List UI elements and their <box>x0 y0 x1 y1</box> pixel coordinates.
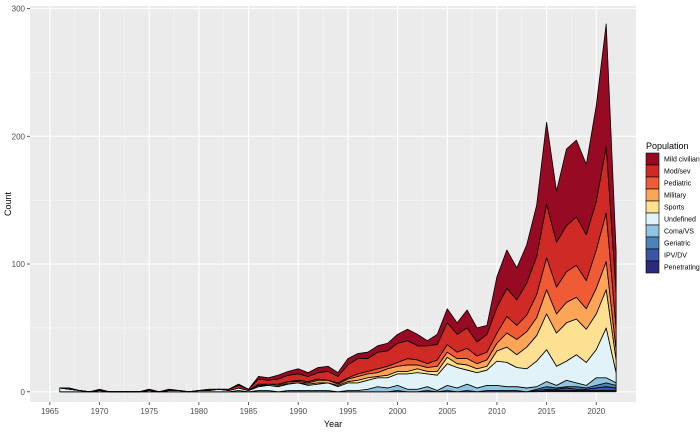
legend-key-penetrating <box>645 260 660 274</box>
y-tick-label: 300 <box>12 5 26 14</box>
legend-label-mod-sev: Mod/sev <box>664 169 691 176</box>
x-tick-label: 2015 <box>538 407 556 416</box>
x-tick-label: 1985 <box>240 407 258 416</box>
legend: Population Mild civilian Mod/sev Pediatric… <box>645 141 700 274</box>
legend-label-penetrating: Penetrating <box>664 265 700 272</box>
legend-label-mild-civilian: Mild civilian <box>664 157 700 164</box>
legend-label-coma-vs: Coma/VS <box>664 229 694 236</box>
legend-key-coma-vs <box>645 224 660 238</box>
y-axis: 0 100 200 300 <box>12 5 30 397</box>
x-tick-label: 2000 <box>389 407 407 416</box>
x-tick-label: 1990 <box>289 407 307 416</box>
legend-key-sports <box>645 200 660 214</box>
legend-key-pediatric <box>645 176 660 190</box>
area-series-group <box>59 23 617 393</box>
x-tick-label: 2010 <box>488 407 506 416</box>
x-axis-title: Year <box>324 419 342 429</box>
legend-key-mod-sev <box>645 164 660 178</box>
x-tick-label: 1995 <box>339 407 357 416</box>
x-axis: 1965 1970 1975 1980 1985 1990 1995 2000 2005 2010… <box>41 402 606 416</box>
area-series-mild-civilian <box>59 23 617 393</box>
x-tick-label: 1980 <box>190 407 208 416</box>
y-tick-label: 100 <box>12 260 26 269</box>
x-tick-label: 1965 <box>41 407 59 416</box>
legend-key-mild-civilian <box>645 152 660 166</box>
legend-key-undefined <box>645 212 660 226</box>
x-tick-label: 2020 <box>587 407 605 416</box>
legend-label-undefined: Undefined <box>664 217 696 224</box>
y-axis-title: Count <box>3 192 13 217</box>
x-tick-label: 2005 <box>438 407 456 416</box>
x-tick-label: 1975 <box>140 407 158 416</box>
legend-label-ipv-dv: IPV/DV <box>664 253 687 260</box>
legend-label-military: Military <box>664 193 687 200</box>
legend-label-geriatric: Geriatric <box>664 241 691 248</box>
y-tick-label: 200 <box>12 132 26 141</box>
y-tick-label: 0 <box>21 388 26 397</box>
legend-label-sports: Sports <box>664 205 685 212</box>
x-tick-label: 1970 <box>91 407 109 416</box>
legend-title: Population <box>646 141 689 151</box>
legend-key-ipv-dv <box>645 248 660 262</box>
legend-key-geriatric <box>645 236 660 250</box>
legend-key-military <box>645 188 660 202</box>
legend-label-pediatric: Pediatric <box>664 181 692 188</box>
